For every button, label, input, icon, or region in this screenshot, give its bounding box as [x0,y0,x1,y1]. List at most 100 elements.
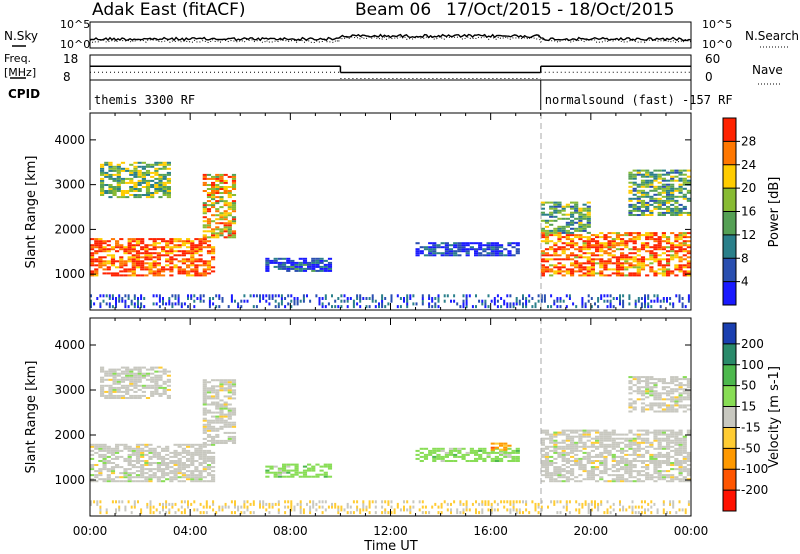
echo-cell [670,185,675,188]
echo-cell [578,262,583,265]
echo-cell [582,266,587,269]
echo-cell [102,264,107,267]
echo-cell [628,274,633,277]
echo-cell [681,305,684,309]
echo-cell [227,415,232,418]
echo-cell [284,511,287,515]
echo-cell [478,457,483,460]
echo-cell [553,441,558,444]
echo-cell [277,467,282,470]
echo-cell [205,505,208,509]
echo-cell [94,474,99,477]
echo-cell [590,262,595,265]
echo-cell [140,480,145,483]
echo-cell [590,462,595,465]
echo-cell [632,238,637,241]
echo-cell [152,248,157,251]
echo-cell [127,455,132,458]
echo-cell [384,511,387,515]
echo-cell [90,262,95,265]
echo-cell [649,171,654,174]
echo-cell [428,294,431,298]
echo-cell [561,258,566,261]
echo-cell [570,227,575,230]
echo-cell [211,198,216,201]
echo-cell [674,408,679,411]
echo-cell [590,455,595,458]
echo-cell [211,429,216,432]
echo-cell [670,270,675,273]
echo-cell [503,500,506,504]
echo-cell [549,441,554,444]
echo-cell [306,502,308,506]
echo-cell [102,460,107,463]
echo-cell [294,471,299,474]
echo-cell [173,244,178,247]
echo-cell [202,224,207,227]
echo-cell [636,232,641,235]
echo-cell [486,246,491,249]
echo-cell [273,257,278,260]
echo-cell [509,511,512,515]
echo-cell [227,220,232,223]
echo-cell [177,294,180,298]
echo-cell [531,500,534,504]
echo-cell [606,294,609,298]
echo-cell [615,242,621,245]
echo-cell [290,263,295,266]
echo-cell [231,181,237,184]
echo-cell [540,437,545,440]
echo-cell [359,294,362,298]
echo-cell [636,238,641,241]
echo-cell [640,201,646,204]
echo-cell [227,196,232,199]
echo-cell [649,408,654,411]
echo-cell [628,185,633,188]
echo-cell [315,475,320,478]
echo-cell [528,511,531,515]
echo-cell [211,395,216,398]
echo-cell [190,248,195,251]
echo-cell [255,294,258,298]
echo-cell [137,171,142,174]
echo-cell [227,395,232,398]
echo-cell [161,248,166,251]
echo-cell [570,264,575,267]
echo-cell [682,193,687,196]
echo-cell [265,261,270,264]
echo-cell [365,297,368,300]
echo-cell [223,405,228,408]
echo-cell [190,453,195,456]
echo-cell [223,381,228,384]
echo-cell [484,302,487,306]
echo-cell [494,446,499,449]
echo-cell [640,169,646,172]
echo-cell [293,297,296,300]
echo-cell [575,305,578,309]
echo-cell [227,403,232,406]
echo-cell [628,262,633,265]
echo-cell [181,447,186,450]
y-tick-label: 1000 [54,267,85,281]
echo-cell [603,460,608,463]
echo-cell [123,472,128,475]
echo-cell [561,213,566,216]
echo-cell [645,472,650,475]
echo-cell [611,433,616,436]
echo-cell [140,476,145,479]
echo-cell [168,302,171,306]
echo-cell [215,379,220,382]
echo-cell [534,502,537,506]
echo-cell [625,508,628,512]
echo-cell [462,305,465,309]
echo-cell [645,433,650,436]
echo-cell [657,191,662,194]
echo-cell [158,394,163,397]
echo-cell [586,272,591,275]
echo-cell [100,169,105,172]
echo-cell [221,508,224,512]
echo-cell [674,238,679,241]
echo-cell [557,232,562,235]
echo-cell [522,511,524,515]
echo-cell [227,437,232,440]
